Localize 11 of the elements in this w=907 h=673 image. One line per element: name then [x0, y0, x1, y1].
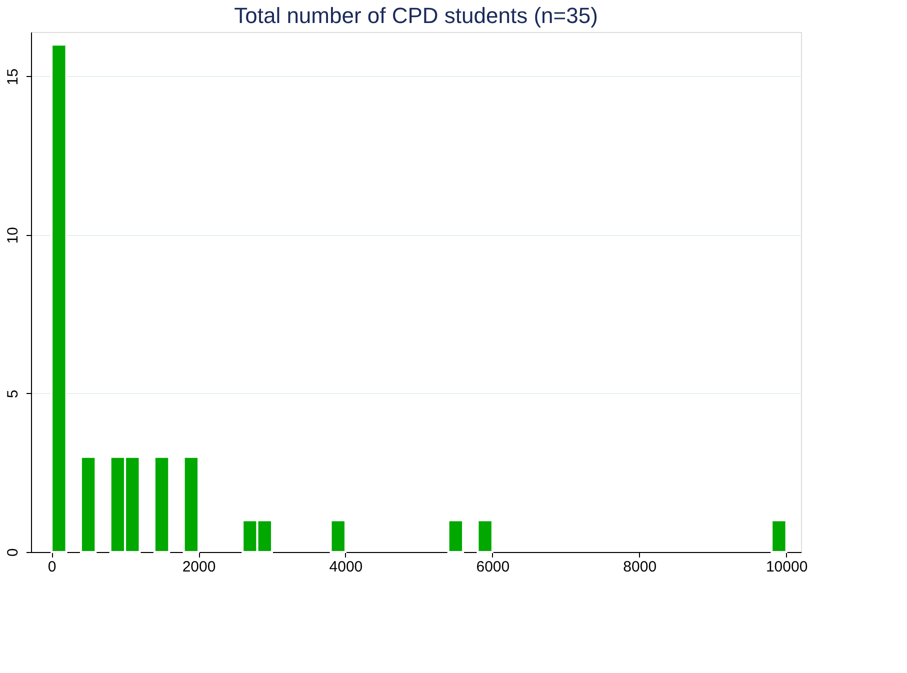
x-tick-label: 4000	[329, 558, 363, 576]
x-tick-label: 0	[48, 558, 56, 576]
x-tick-label: 6000	[476, 558, 510, 576]
y-tick-label: 15	[4, 68, 22, 86]
y-tick-label: 10	[4, 227, 22, 244]
x-tick-label: 2000	[182, 558, 216, 576]
chart-title: Total number of CPD students (n=35)	[234, 3, 598, 28]
x-tick-label: 10000	[766, 558, 808, 576]
x-tick-label: 8000	[623, 558, 657, 576]
y-tick-label: 5	[4, 390, 22, 398]
y-tick-label: 0	[4, 548, 22, 557]
